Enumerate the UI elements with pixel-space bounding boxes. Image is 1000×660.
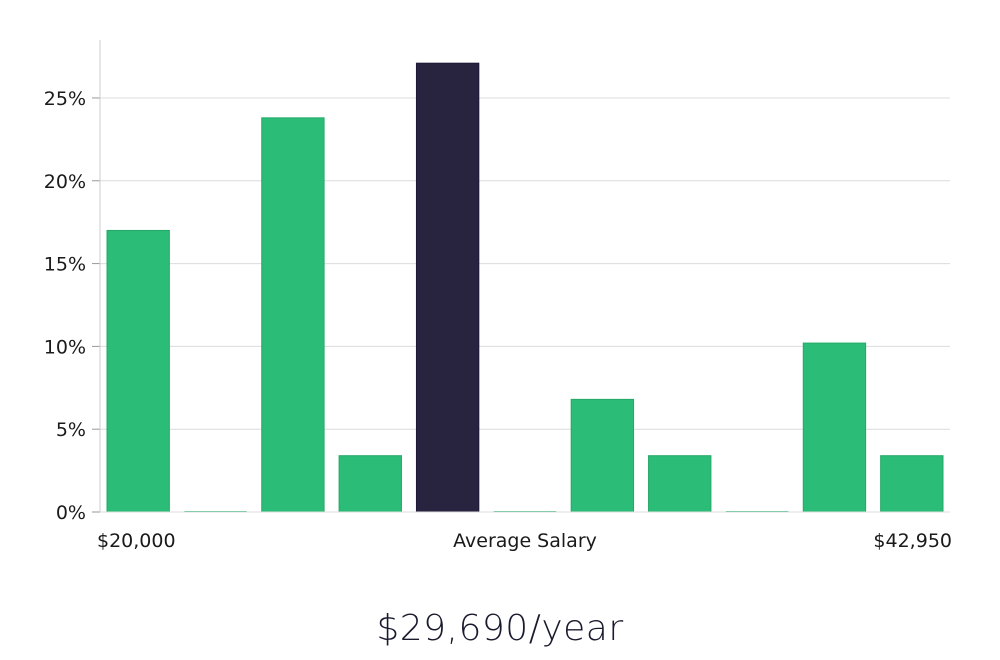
y-tick-label: 10% <box>44 336 86 358</box>
bar <box>648 455 712 513</box>
x-min-label: $20,000 <box>97 530 176 552</box>
average-salary-value: $29,690/year <box>376 608 624 649</box>
y-tick-label: 15% <box>44 254 86 276</box>
y-axis-ticks: 0% 5% 10% 15% 20% 25% <box>44 88 100 524</box>
x-axis-title: Average Salary <box>453 530 597 552</box>
y-tick-label: 20% <box>44 171 86 193</box>
bar <box>261 117 325 513</box>
y-tick-label: 0% <box>56 502 86 524</box>
x-max-label: $42,950 <box>873 530 952 552</box>
bars <box>106 62 944 513</box>
bar <box>106 229 170 513</box>
y-tick-label: 5% <box>56 419 86 441</box>
axes <box>99 40 950 513</box>
y-tick-label: 25% <box>44 88 86 110</box>
bar-highlight <box>415 62 480 513</box>
bar <box>880 455 944 513</box>
bar <box>802 342 867 513</box>
bar <box>570 398 635 513</box>
salary-distribution-chart: 0%5%10%15%20%25% $20,000 Average Salary … <box>44 40 952 552</box>
bar <box>338 455 402 513</box>
